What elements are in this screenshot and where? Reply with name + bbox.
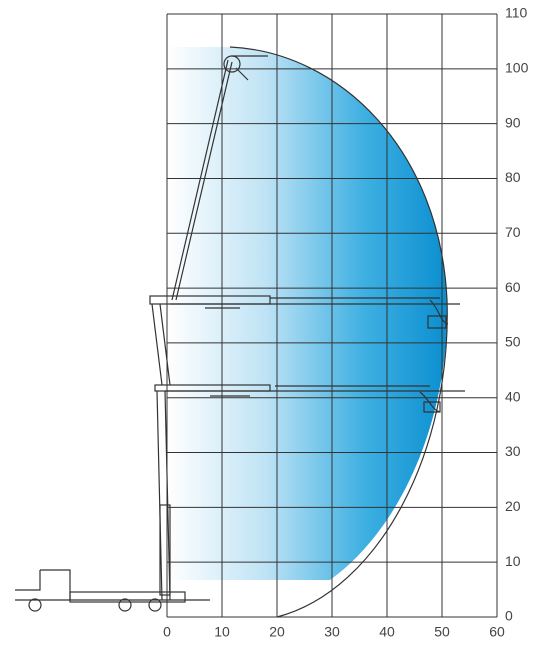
y-tick-label: 40 — [505, 388, 521, 404]
x-tick-label: 10 — [214, 624, 230, 640]
x-tick-label: 40 — [379, 624, 395, 640]
y-tick-label: 10 — [505, 553, 521, 569]
y-tick-label: 50 — [505, 334, 521, 350]
envelope-outline — [229, 46, 448, 618]
x-tick-label: 30 — [324, 624, 340, 640]
y-tick-label: 110 — [505, 5, 528, 21]
y-tick-label: 0 — [505, 608, 513, 624]
x-tick-label: 50 — [434, 624, 450, 640]
y-tick-label: 30 — [505, 443, 521, 459]
y-tick-label: 20 — [505, 498, 521, 514]
machine — [15, 55, 465, 612]
y-tick-label: 60 — [505, 279, 521, 295]
x-tick-label: 20 — [269, 624, 285, 640]
x-tick-label: 0 — [163, 624, 171, 640]
y-tick-label: 100 — [505, 60, 529, 76]
y-tick-label: 70 — [505, 224, 521, 240]
x-tick-label: 60 — [489, 624, 505, 640]
reach-envelope — [167, 47, 448, 580]
y-tick-label: 80 — [505, 169, 521, 185]
grid — [166, 13, 498, 618]
y-tick-label: 90 — [505, 114, 521, 130]
